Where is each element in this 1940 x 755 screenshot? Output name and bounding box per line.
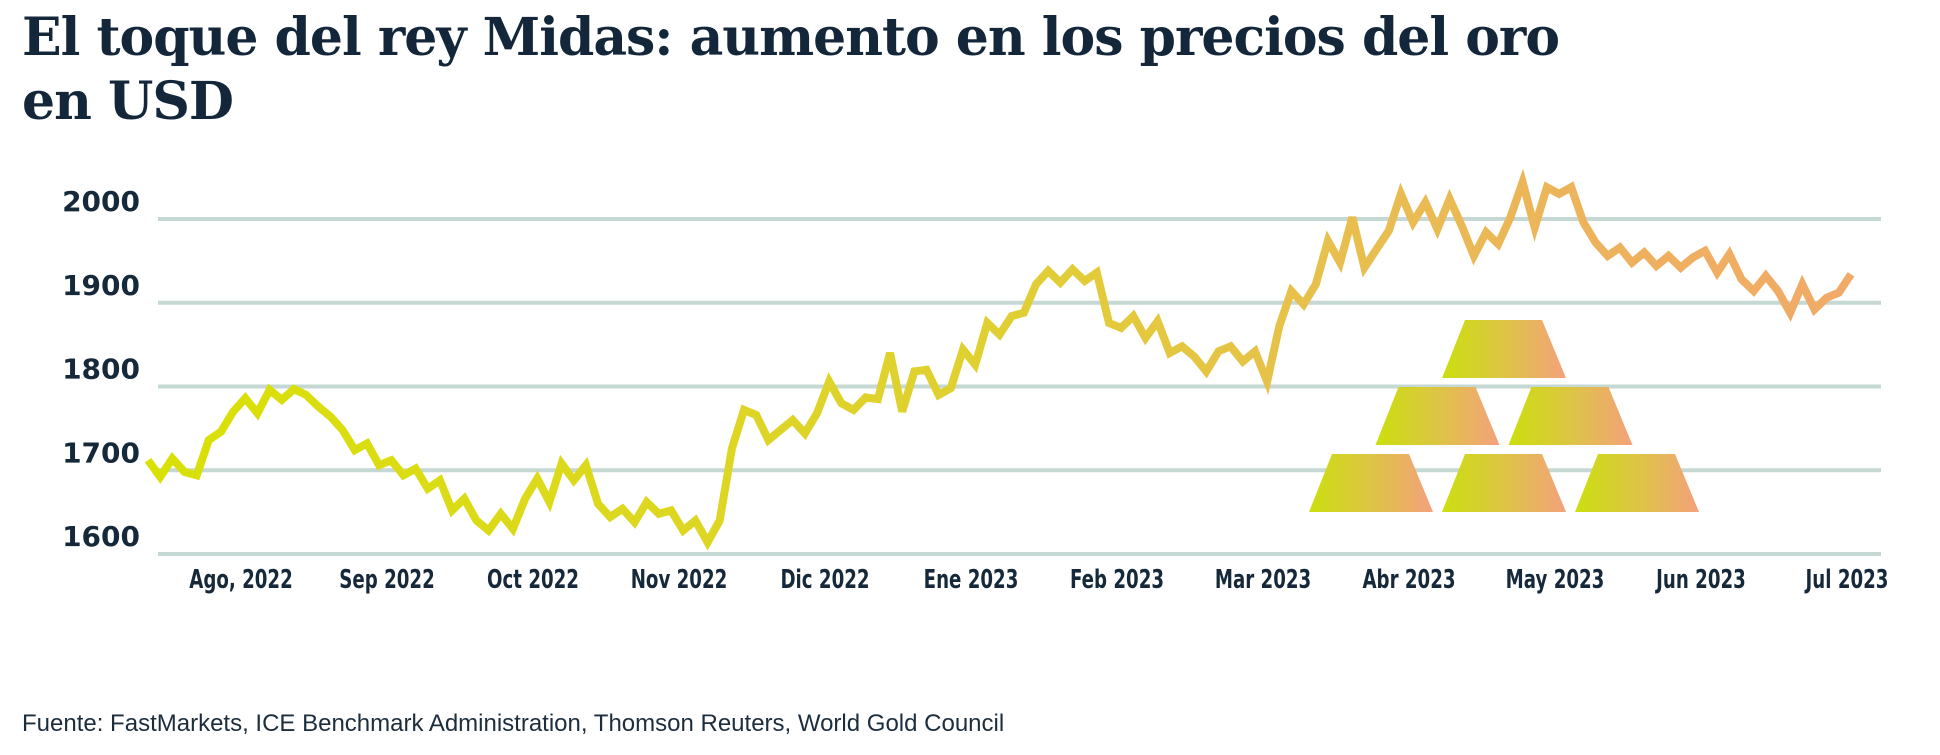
source-note: Fuente: FastMarkets, ICE Benchmark Admin… <box>22 710 1005 737</box>
x-tick-label: Ene 2023 <box>924 565 1019 595</box>
y-tick-label: 1600 <box>62 520 140 553</box>
y-tick-label: 2000 <box>62 185 140 218</box>
gold-bars-illustration <box>1309 320 1699 512</box>
chart-title-line1: El toque del rey Midas: aumento en los p… <box>22 7 1560 68</box>
y-axis-labels: 2000 1900 1800 1700 1600 <box>62 185 140 553</box>
y-tick-label: 1900 <box>62 269 140 302</box>
x-tick-label: May 2023 <box>1506 565 1605 595</box>
x-tick-label: Oct 2022 <box>487 565 579 595</box>
gold-bar-icon <box>1575 454 1699 512</box>
y-tick-label: 1800 <box>62 353 140 386</box>
x-tick-label: Feb 2023 <box>1070 565 1164 595</box>
gold-bar-icon <box>1375 387 1500 445</box>
chart-title: El toque del rey Midas: aumento en los p… <box>22 6 1582 135</box>
gold-bar-icon <box>1442 454 1566 512</box>
x-tick-label: Jun 2023 <box>1655 565 1746 595</box>
y-tick-label: 1700 <box>62 436 140 469</box>
x-tick-label: Nov 2022 <box>631 565 728 595</box>
x-tick-label: Dic 2022 <box>780 565 869 595</box>
chart-title-line2: en USD <box>22 71 234 133</box>
gold-price-line <box>144 168 1855 551</box>
x-tick-label: Sep 2022 <box>339 565 434 595</box>
x-tick-label: Jul 2023 <box>1804 565 1889 595</box>
gold-bar-icon <box>1442 320 1566 378</box>
x-axis-labels: Ago, 2022 Sep 2022 Oct 2022 Nov 2022 Dic 202… <box>189 565 1888 595</box>
x-tick-label: Mar 2023 <box>1215 565 1311 595</box>
x-tick-label: Abr 2023 <box>1362 565 1455 595</box>
gold-bar-icon <box>1508 387 1633 445</box>
x-tick-label: Ago, 2022 <box>189 565 293 595</box>
gold-bar-icon <box>1309 454 1433 512</box>
